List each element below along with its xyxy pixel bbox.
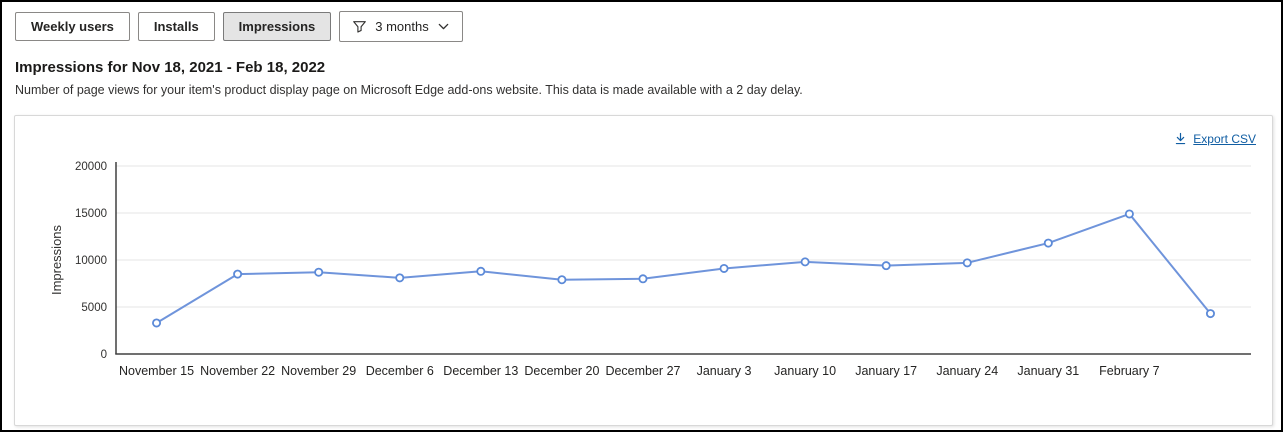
svg-text:January 10: January 10 (774, 364, 836, 378)
svg-text:15000: 15000 (75, 208, 107, 220)
impressions-line-chart: 0 5000 10000 15000 20000 November 15 November … (49, 161, 1251, 378)
svg-text:February 7: February 7 (1099, 364, 1159, 378)
svg-text:0: 0 (101, 349, 107, 361)
svg-text:December 13: December 13 (443, 364, 518, 378)
page-title: Impressions for Nov 18, 2021 - Feb 18, 2… (15, 59, 326, 76)
svg-text:January 31: January 31 (1017, 364, 1079, 378)
svg-text:November 29: November 29 (281, 364, 356, 378)
svg-text:December 27: December 27 (605, 364, 680, 378)
svg-text:November 22: November 22 (200, 364, 275, 378)
report-header: Impressions for Nov 18, 2021 - Feb 18, 2… (15, 59, 803, 97)
svg-text:20000: 20000 (75, 161, 107, 173)
time-range-value: 3 months (375, 19, 429, 34)
svg-text:December 6: December 6 (366, 364, 434, 378)
download-icon (1174, 132, 1187, 146)
svg-text:10000: 10000 (75, 255, 107, 267)
svg-text:January 24: January 24 (936, 364, 998, 378)
time-range-dropdown[interactable]: 3 months (339, 11, 463, 42)
chart-card: Export CSV 0 5000 10000 15000 20000 November … (14, 115, 1273, 426)
chevron-down-icon (437, 20, 450, 33)
metric-toolbar: Weekly users Installs Impressions 3 mont… (15, 11, 463, 42)
svg-text:January 3: January 3 (697, 364, 752, 378)
svg-text:December 20: December 20 (524, 364, 599, 378)
svg-text:5000: 5000 (81, 302, 107, 314)
svg-text:Impressions: Impressions (49, 224, 64, 295)
svg-text:January 17: January 17 (855, 364, 917, 378)
weekly-users-button[interactable]: Weekly users (15, 12, 130, 41)
svg-text:November 15: November 15 (119, 364, 194, 378)
impressions-button[interactable]: Impressions (222, 12, 332, 41)
installs-button[interactable]: Installs (137, 12, 215, 41)
filter-funnel-icon (352, 19, 367, 34)
page-description: Number of page views for your item's pro… (15, 83, 803, 97)
export-csv-label: Export CSV (1193, 132, 1256, 146)
export-csv-link[interactable]: Export CSV (1174, 132, 1256, 146)
